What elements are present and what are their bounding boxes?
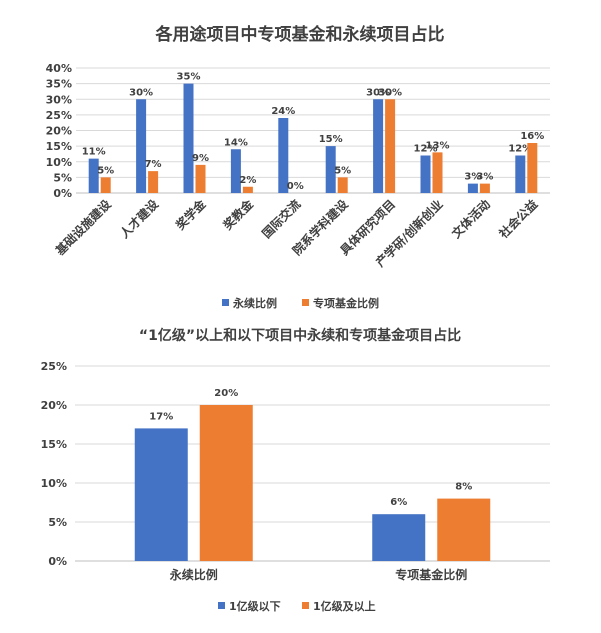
y-tick-label: 35% xyxy=(46,78,72,91)
bar xyxy=(199,405,253,561)
chart-2: “1亿级”以上和以下项目中永续和专项基金项目占比 0% 5% 10% 15% 20% 25%… xyxy=(41,327,550,613)
y-tick-label: 15% xyxy=(46,140,72,153)
chart-1: 各用途项目中专项基金和永续项目占比 0% 5% 10% 15% 20% 25% 30% 35% 4… xyxy=(46,24,550,310)
data-label: 5% xyxy=(334,165,351,176)
bar xyxy=(100,177,111,193)
bar xyxy=(432,152,443,193)
data-label: 8% xyxy=(455,482,472,493)
legend-label: 1亿级以下 xyxy=(229,599,281,613)
data-label: 24% xyxy=(271,106,295,117)
bar xyxy=(325,146,336,193)
data-label: 30% xyxy=(378,87,402,98)
bar xyxy=(148,171,159,193)
chart-title: “1亿级”以上和以下项目中永续和专项基金项目占比 xyxy=(139,327,461,344)
data-label: 7% xyxy=(145,159,162,170)
y-tick-label: 10% xyxy=(41,477,67,490)
bar xyxy=(230,149,241,193)
bar xyxy=(467,183,478,193)
data-label: 30% xyxy=(129,87,153,98)
data-label: 5% xyxy=(97,165,114,176)
bar xyxy=(136,99,147,193)
chart-title: 各用途项目中专项基金和永续项目占比 xyxy=(155,24,445,45)
bar xyxy=(337,177,348,193)
bar xyxy=(373,99,384,193)
bar xyxy=(183,83,194,193)
data-label: 12% xyxy=(414,144,438,155)
data-label: 0% xyxy=(287,181,304,192)
category-label: 奖学金 xyxy=(172,196,209,233)
y-tick-label: 25% xyxy=(41,360,67,373)
data-label: 3% xyxy=(476,172,493,183)
category-label: 人才建设 xyxy=(117,196,162,241)
data-label: 16% xyxy=(520,131,544,142)
legend-label: 专项基金比例 xyxy=(313,296,379,310)
data-label: 17% xyxy=(149,411,173,422)
y-tick-label: 15% xyxy=(41,438,67,451)
y-tick-label: 25% xyxy=(46,109,72,122)
bar xyxy=(134,428,188,561)
data-label: 30% xyxy=(366,87,390,98)
category-label: 奖教金 xyxy=(220,196,257,233)
category-label: 专项基金比例 xyxy=(395,567,467,582)
legend-label: 永续比例 xyxy=(232,296,277,310)
legend-swatch xyxy=(302,602,309,609)
bar xyxy=(515,155,526,193)
y-tick-label: 10% xyxy=(46,156,72,169)
category-label: 社会公益 xyxy=(495,196,540,241)
legend-label: 1亿级及以上 xyxy=(313,599,376,613)
data-label: 13% xyxy=(426,140,450,151)
y-tick-label: 0% xyxy=(48,555,67,568)
data-label: 9% xyxy=(192,153,209,164)
data-label: 11% xyxy=(82,147,106,158)
data-label: 20% xyxy=(214,388,238,399)
category-label: 永续比例 xyxy=(169,567,218,582)
y-tick-label: 20% xyxy=(46,125,72,138)
bar xyxy=(479,183,490,193)
bar xyxy=(278,118,289,193)
y-tick-label: 5% xyxy=(48,516,67,529)
category-label: 国际交流 xyxy=(259,196,304,241)
y-tick-label: 0% xyxy=(53,187,72,200)
y-tick-label: 5% xyxy=(53,171,72,184)
bar xyxy=(195,164,206,193)
legend-swatch xyxy=(302,299,309,306)
y-tick-label: 40% xyxy=(46,62,72,75)
y-tick-label: 30% xyxy=(46,93,72,106)
bar xyxy=(88,158,99,193)
data-label: 15% xyxy=(319,134,343,145)
data-label: 14% xyxy=(224,137,248,148)
bar xyxy=(372,514,426,561)
data-label: 3% xyxy=(464,172,481,183)
category-label: 基础设施建设 xyxy=(52,196,115,259)
bar xyxy=(385,99,396,193)
legend-swatch xyxy=(218,602,225,609)
data-label: 12% xyxy=(508,144,532,155)
category-label: 文体活动 xyxy=(448,196,493,241)
bar xyxy=(527,143,538,193)
bar xyxy=(242,186,253,193)
legend-swatch xyxy=(222,299,229,306)
y-tick-label: 20% xyxy=(41,399,67,412)
bar xyxy=(420,155,431,193)
data-label: 2% xyxy=(239,175,256,186)
bar xyxy=(437,498,491,561)
data-label: 6% xyxy=(390,497,407,508)
data-label: 35% xyxy=(177,72,201,83)
